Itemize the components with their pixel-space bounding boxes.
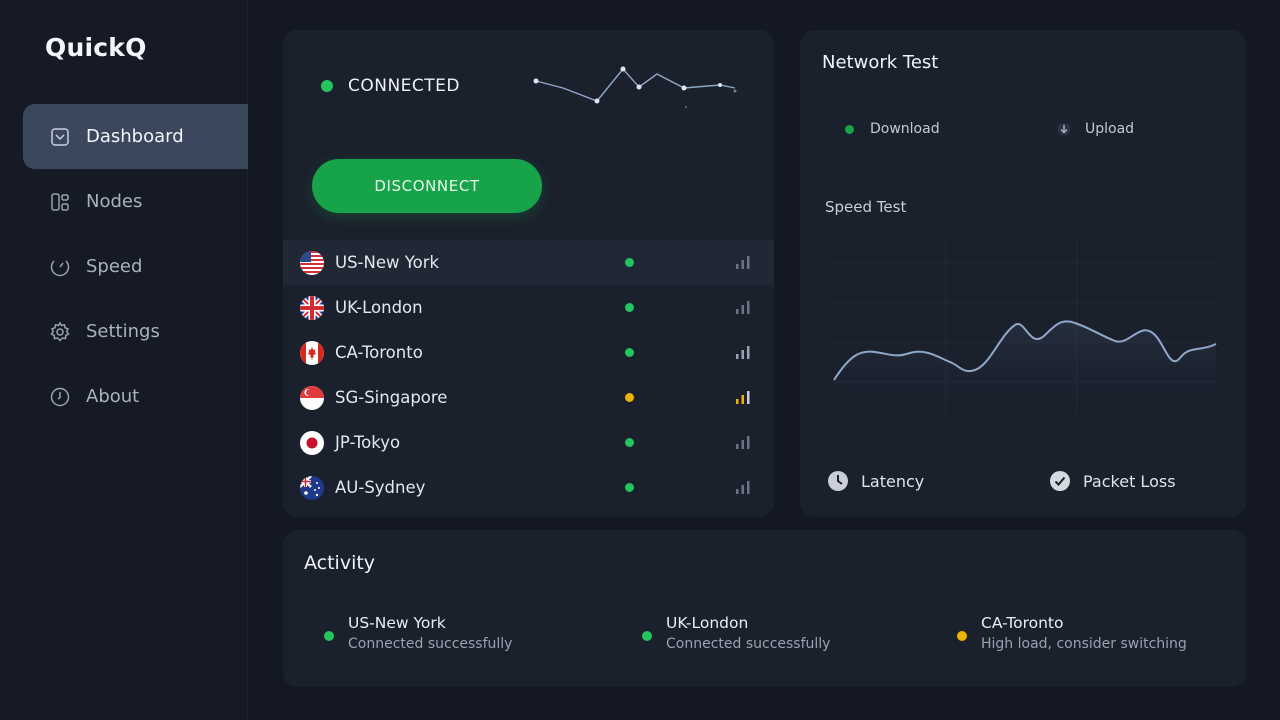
server-status-dot (625, 438, 634, 447)
us-flag-icon (300, 250, 324, 275)
jp-flag-icon (300, 430, 324, 455)
packet-loss-label: Packet Loss (1083, 471, 1176, 491)
speed-test-chart (830, 240, 1220, 415)
upload-legend[interactable]: Upload (1057, 121, 1134, 137)
server-item-ca-toronto[interactable]: CA-Toronto (283, 330, 774, 375)
server-name: JP-Tokyo (335, 433, 401, 452)
signal-bars-icon (736, 301, 750, 314)
activity-status-dot (957, 631, 967, 641)
network-test-title: Network Test (822, 52, 939, 73)
sidebar: QuickQ Dashboard Nodes Speed (0, 0, 248, 720)
signal-bars-icon (736, 481, 750, 494)
download-legend[interactable]: Download (842, 121, 940, 137)
activity-server-name: UK-London (666, 614, 749, 632)
server-item-sg-singapore[interactable]: SG-Singapore (283, 375, 774, 420)
activity-status-dot (324, 631, 334, 641)
sidebar-item-label: About (86, 386, 140, 407)
sidebar-item-speed[interactable]: Speed (23, 234, 248, 299)
server-name: SG-Singapore (335, 388, 448, 407)
dashboard-icon (49, 126, 71, 148)
latency-label: Latency (861, 471, 925, 491)
server-item-us-new-york[interactable]: US-New York (283, 240, 774, 285)
sidebar-item-nodes[interactable]: Nodes (23, 169, 248, 234)
clock-icon (49, 386, 71, 408)
au-flag-icon (300, 475, 324, 500)
upload-arrow-icon (1057, 122, 1071, 136)
server-name: AU-Sydney (335, 478, 426, 497)
network-test-card: Network Test Download Upload Speed Test (800, 30, 1246, 517)
activity-message: Connected successfully (666, 636, 831, 652)
activity-status-dot (642, 631, 652, 641)
server-item-au-sydney[interactable]: AU-Sydney (283, 465, 774, 510)
connection-status-label: CONNECTED (348, 76, 461, 96)
activity-message: Connected successfully (348, 636, 513, 652)
sidebar-item-label: Nodes (86, 191, 143, 212)
activity-item[interactable]: CA-Toronto High load, consider switching (957, 614, 1187, 652)
connection-sparkline (533, 66, 737, 109)
server-item-jp-tokyo[interactable]: JP-Tokyo (283, 420, 774, 465)
server-name: US-New York (335, 253, 440, 272)
sidebar-item-dashboard[interactable]: Dashboard (23, 104, 248, 169)
signal-bars-icon (736, 346, 750, 359)
server-status-dot (625, 348, 634, 357)
sidebar-item-about[interactable]: About (23, 364, 248, 429)
sidebar-item-settings[interactable]: Settings (23, 299, 248, 364)
speed-icon (49, 256, 71, 278)
server-status-dot (625, 303, 634, 312)
status-dot (321, 80, 333, 92)
sidebar-item-label: Dashboard (86, 126, 184, 147)
sidebar-item-label: Settings (86, 321, 160, 342)
upload-label: Upload (1085, 121, 1135, 137)
activity-item[interactable]: US-New York Connected successfully (324, 614, 512, 652)
sidebar-item-label: Speed (86, 256, 143, 277)
connection-status: CONNECTED (321, 76, 460, 96)
latency-indicator[interactable]: Latency (827, 470, 924, 492)
sg-flag-icon (300, 385, 324, 410)
activity-message: High load, consider switching (981, 636, 1187, 652)
activity-title: Activity (304, 552, 376, 574)
signal-bars-icon (736, 436, 750, 449)
activity-server-name: CA-Toronto (981, 614, 1064, 632)
latency-clock-icon (828, 471, 848, 491)
speed-test-title: Speed Test (825, 198, 907, 216)
sidebar-nav: Dashboard Nodes Speed Settings (23, 104, 248, 429)
server-status-dot (625, 483, 634, 492)
gear-icon (49, 321, 71, 343)
download-dot-icon (842, 122, 856, 136)
uk-flag-icon (300, 295, 324, 320)
server-status-dot (625, 258, 634, 267)
check-circle-icon (1050, 471, 1070, 491)
app-logo: QuickQ (45, 33, 147, 62)
server-item-uk-london[interactable]: UK-London (283, 285, 774, 330)
ca-flag-icon (300, 340, 324, 365)
download-label: Download (870, 121, 940, 137)
packet-loss-indicator[interactable]: Packet Loss (1049, 470, 1176, 492)
activity-server-name: US-New York (348, 614, 446, 632)
disconnect-button[interactable]: DISCONNECT (312, 159, 542, 213)
signal-bars-icon (736, 256, 750, 269)
server-name: UK-London (335, 298, 423, 317)
server-status-dot (625, 393, 634, 402)
connection-card: CONNECTED DISCONNECT (283, 30, 774, 517)
server-list: US-New York UK-London (283, 240, 774, 510)
activity-item[interactable]: UK-London Connected successfully (642, 614, 830, 652)
server-name: CA-Toronto (335, 343, 423, 362)
activity-card: Activity US-New York Connected successfu… (283, 530, 1246, 687)
nodes-icon (49, 191, 71, 213)
signal-bars-icon (736, 391, 750, 404)
